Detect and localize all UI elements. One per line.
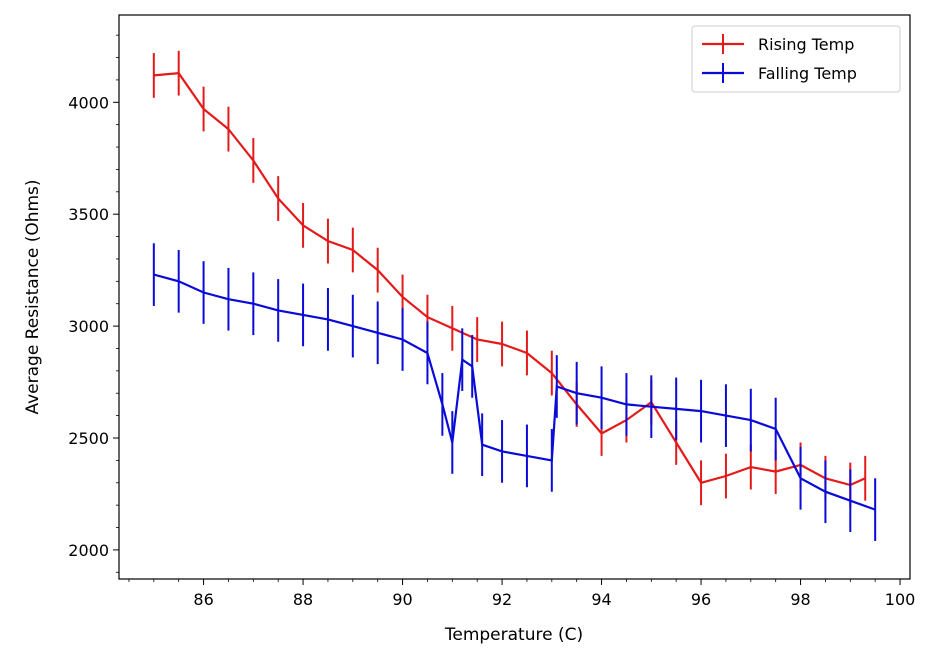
series-1: [152, 243, 877, 541]
plot-area: [118, 14, 911, 580]
y-axis-label: Average Resistance (Ohms): [23, 179, 43, 414]
x-tick-label-4: 94: [591, 590, 611, 609]
legend-label-0: Rising Temp: [758, 35, 854, 54]
series-line-1: [153, 273, 876, 511]
series-0: [152, 50, 867, 508]
x-tick-label-0: 86: [193, 590, 213, 609]
chart-axes: 86 88 90 92 94 96 98 100 2000 2500 3000 3500 4000: [68, 34, 916, 609]
y-tick-label-3: 3500: [68, 205, 109, 224]
legend-box: [691, 25, 901, 93]
y-tick-label-0: 2000: [68, 541, 109, 560]
y-tick-label-4: 4000: [68, 93, 109, 112]
x-tick-label-1: 88: [293, 590, 313, 609]
x-tick-label-2: 90: [392, 590, 412, 609]
x-tick-label-7: 100: [885, 590, 916, 609]
y-tick-label-2: 3000: [68, 317, 109, 336]
chart-marks: [152, 50, 877, 541]
x-tick-label-5: 96: [691, 590, 711, 609]
legend-label-1: Falling Temp: [758, 64, 857, 83]
x-tick-label-3: 92: [492, 590, 512, 609]
y-tick-label-1: 2500: [68, 429, 109, 448]
x-axis-label: Temperature (C): [444, 625, 583, 645]
x-tick-label-6: 98: [790, 590, 810, 609]
legend: Rising Temp Falling Temp: [691, 25, 901, 93]
series-line-0: [153, 72, 866, 487]
